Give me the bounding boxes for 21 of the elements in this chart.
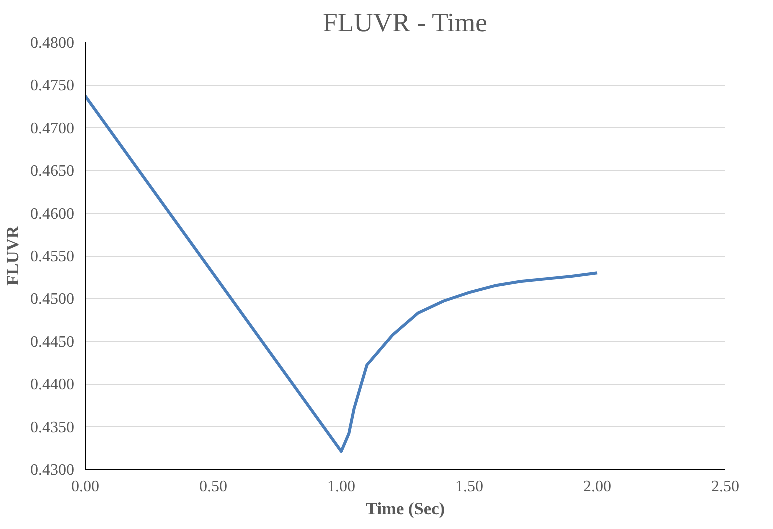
y-tick-label: 0.4650 <box>30 163 74 180</box>
y-tick-label: 0.4400 <box>30 376 74 394</box>
x-tick-label: 0.00 <box>72 478 100 496</box>
x-tick-label: 2.00 <box>584 478 612 496</box>
line-series <box>86 94 599 454</box>
y-tick-label: 0.4750 <box>30 78 74 95</box>
x-tick-label: 2.50 <box>712 478 740 496</box>
y-tick-label: 0.4300 <box>30 462 74 479</box>
y-axis-title: FLUVR <box>4 226 22 286</box>
x-tick-label: 0.50 <box>200 478 228 496</box>
x-tick-label: 1.00 <box>328 478 356 496</box>
x-tick-label: 1.50 <box>456 478 484 496</box>
y-tick-label: 0.4800 <box>30 35 74 52</box>
y-tick-label: 0.4550 <box>30 248 74 266</box>
chart-title: FLUVR - Time <box>323 8 488 38</box>
x-axis-title: Time (Sec) <box>366 500 446 518</box>
y-tick-label: 0.4450 <box>30 334 74 351</box>
y-tick-label: 0.4600 <box>30 206 74 223</box>
y-tick-label: 0.4500 <box>30 291 74 308</box>
y-tick-label: 0.4700 <box>30 120 74 138</box>
y-tick-label: 0.4350 <box>30 419 74 436</box>
